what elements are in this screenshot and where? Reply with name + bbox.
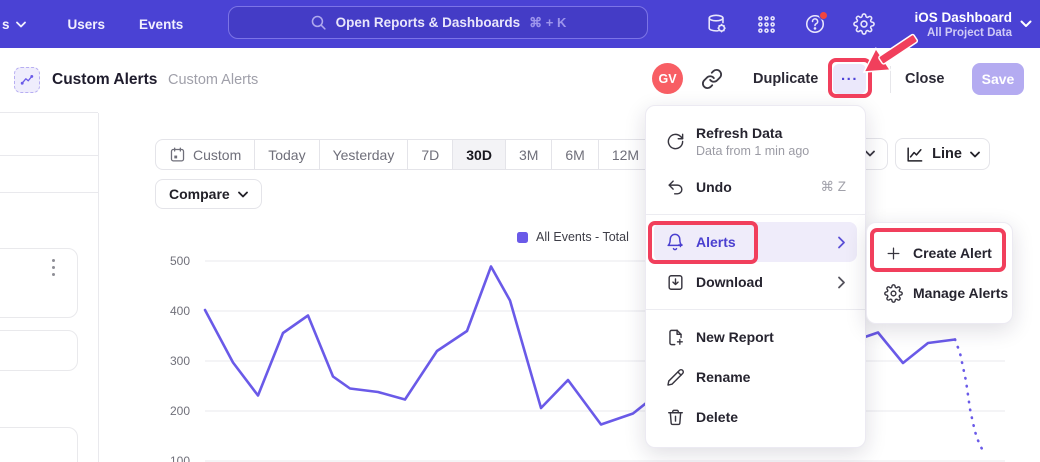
range-option-30d[interactable]: 30D: [452, 140, 505, 169]
top-nav-bar: s Users Events Open Reports & Dashboards…: [0, 0, 1040, 48]
chevron-down-icon: [1020, 20, 1032, 28]
menu-item-alerts[interactable]: Alerts: [654, 222, 857, 262]
project-subtitle: All Project Data: [914, 26, 1012, 40]
more-options-menu: Refresh DataData from 1 min agoUndo⌘ Z Al…: [645, 105, 866, 448]
submenu-item-create-alert[interactable]: Create Alert: [867, 233, 1012, 273]
report-header: Custom Alerts Custom Alerts GV Duplicate…: [0, 48, 1040, 112]
ellipsis-icon: ...: [841, 71, 858, 81]
chevron-right-icon: [837, 276, 846, 289]
page-title: Custom Alerts: [52, 71, 157, 89]
panel-card[interactable]: [0, 248, 78, 318]
app-window: s Users Events Open Reports & Dashboards…: [0, 0, 1040, 462]
svg-text:300: 300: [170, 354, 190, 368]
data-management-icon[interactable]: [706, 13, 728, 35]
avatar[interactable]: GV: [652, 63, 683, 94]
menu-divider: [646, 309, 865, 310]
nav-item-users[interactable]: Users: [68, 17, 106, 32]
search-input[interactable]: Open Reports & Dashboards ⌘ + K: [228, 6, 648, 39]
duplicate-button[interactable]: Duplicate: [753, 71, 818, 87]
svg-text:400: 400: [170, 304, 190, 318]
range-option-yesterday[interactable]: Yesterday: [319, 140, 408, 169]
menu-item-download[interactable]: Download: [654, 262, 857, 302]
panel-card[interactable]: [0, 330, 78, 371]
menu-item-subtext: Data from 1 min ago: [696, 144, 809, 158]
range-option-custom[interactable]: Custom: [156, 140, 254, 169]
menu-item-new-report[interactable]: New Report: [654, 317, 857, 357]
svg-text:100: 100: [170, 454, 190, 462]
chevron-down-icon: [970, 151, 980, 158]
more-options-button[interactable]: ...: [833, 64, 866, 94]
chevron-right-icon: [837, 236, 846, 249]
kebab-menu-icon[interactable]: [52, 259, 55, 276]
notification-dot: [819, 11, 828, 20]
legend-swatch: [517, 232, 528, 243]
range-option-12m[interactable]: 12M: [598, 140, 652, 169]
search-icon: [310, 14, 327, 31]
nav-item-events[interactable]: Events: [139, 17, 183, 32]
line-chart-icon: [905, 145, 924, 164]
calendar-icon: [169, 146, 186, 163]
chevron-down-icon: [16, 21, 26, 28]
nav-item-label: s: [2, 17, 10, 32]
settings-gear-icon[interactable]: [853, 13, 875, 35]
legend-label: All Events - Total: [536, 230, 629, 244]
keyboard-shortcut: ⌘ Z: [821, 179, 847, 195]
menu-item-delete[interactable]: Delete: [654, 397, 857, 437]
range-option-7d[interactable]: 7D: [407, 140, 452, 169]
undo-icon: [665, 177, 685, 197]
report-type-icon: [14, 67, 40, 93]
plus-icon: [883, 243, 903, 263]
panel-card[interactable]: [0, 427, 78, 462]
project-title: iOS Dashboard: [914, 9, 1012, 26]
breadcrumb: Custom Alerts: [168, 72, 258, 88]
file-plus-icon: [665, 327, 685, 347]
search-shortcut: ⌘ + K: [529, 15, 566, 31]
menu-item-undo[interactable]: Undo⌘ Z: [654, 167, 857, 207]
trash-icon: [665, 407, 685, 427]
svg-text:200: 200: [170, 404, 190, 418]
refresh-icon: [665, 131, 685, 151]
apps-grid-icon[interactable]: [755, 13, 777, 35]
nav-item-boards-truncated[interactable]: s: [2, 17, 26, 32]
menu-item-refresh-data[interactable]: Refresh DataData from 1 min ago: [654, 115, 857, 167]
header-divider: [890, 66, 891, 93]
range-option-3m[interactable]: 3M: [505, 140, 551, 169]
date-range-selector: CustomTodayYesterday7D30D3M6M12M: [155, 139, 653, 170]
project-selector[interactable]: iOS Dashboard All Project Data: [914, 0, 1032, 48]
range-option-6m[interactable]: 6M: [551, 140, 597, 169]
save-button[interactable]: Save: [972, 63, 1024, 95]
svg-text:500: 500: [170, 254, 190, 268]
range-option-today[interactable]: Today: [254, 140, 318, 169]
alerts-submenu: Create AlertManage Alerts: [866, 222, 1013, 324]
chart-type-button[interactable]: Line: [895, 138, 990, 170]
chevron-down-icon: [865, 150, 875, 157]
bell-plus-icon: [665, 232, 685, 252]
menu-divider: [646, 214, 865, 215]
submenu-item-manage-alerts[interactable]: Manage Alerts: [867, 273, 1012, 313]
copy-link-icon[interactable]: [701, 68, 723, 90]
chevron-down-icon: [238, 191, 248, 198]
help-icon[interactable]: [804, 13, 826, 35]
download-icon: [665, 272, 685, 292]
pencil-icon: [665, 367, 685, 387]
nav-icon-group: [706, 0, 875, 48]
chart-legend: All Events - Total: [517, 230, 629, 244]
compare-button[interactable]: Compare: [155, 179, 262, 209]
gear-icon: [883, 283, 903, 303]
close-button[interactable]: Close: [905, 71, 945, 87]
search-placeholder: Open Reports & Dashboards: [336, 15, 521, 30]
menu-item-rename[interactable]: Rename: [654, 357, 857, 397]
